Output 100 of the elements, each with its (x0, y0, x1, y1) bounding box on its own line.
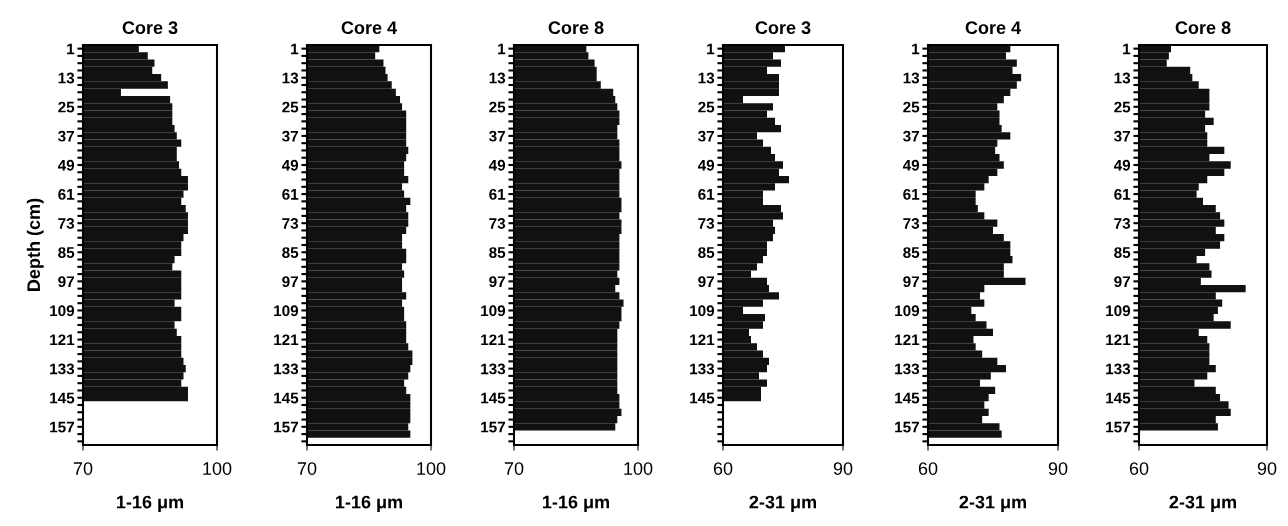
y-tick-label: 37 (1114, 130, 1130, 142)
y-tick-label: 145 (690, 392, 715, 404)
chart-title: Core 8 (1175, 21, 1231, 35)
y-tick-label: 133 (274, 363, 299, 375)
chart-title: Core 4 (965, 21, 1021, 35)
y-tick-label: 133 (481, 363, 506, 375)
y-tick-label: 121 (690, 334, 715, 346)
y-tick-label: 157 (1106, 421, 1130, 433)
y-tick-label: 25 (1114, 101, 1131, 113)
x-tick-label: 70 (504, 462, 524, 475)
y-tick-label: 73 (698, 218, 715, 229)
x-tick-label: 90 (1048, 462, 1068, 475)
y-tick-label: 133 (690, 363, 715, 375)
y-tick-label: 97 (903, 276, 919, 288)
y-tick-label: 109 (1106, 305, 1131, 317)
chart-title: Core 8 (548, 21, 604, 35)
y-tick-label: 61 (903, 188, 920, 200)
x-tick-label: 100 (417, 462, 446, 475)
y-tick-label: 73 (489, 218, 506, 229)
y-tick-label: 49 (1113, 159, 1131, 171)
y-tick-label: 25 (698, 101, 715, 113)
y-axis-title: Depth (cm) (26, 198, 44, 291)
y-tick-label: 13 (903, 72, 920, 84)
y-tick-label: 73 (282, 218, 299, 229)
y-tick-label: 97 (698, 276, 714, 288)
y-tick-label: 85 (282, 247, 299, 258)
y-tick-label: 109 (895, 305, 920, 317)
y-tick-label: 61 (489, 188, 506, 200)
y-tick-label: 145 (50, 392, 75, 404)
y-tick-label: 121 (481, 334, 506, 346)
y-tick-label: 73 (1114, 218, 1131, 229)
y-tick-label: 85 (903, 247, 920, 258)
y-tick-label: 61 (58, 188, 75, 200)
x-axis-title: 2-31 μm (749, 495, 817, 512)
y-tick-label: 121 (274, 334, 299, 346)
y-tick-label: 37 (903, 130, 919, 142)
y-tick-label: 49 (281, 159, 299, 171)
y-tick-label: 1 (67, 43, 75, 55)
y-tick-label: 133 (895, 363, 920, 375)
y-tick-label: 49 (488, 159, 506, 171)
y-tick-label: 157 (274, 421, 298, 433)
chart-title: Core 4 (341, 21, 397, 35)
y-tick-label: 145 (1106, 392, 1131, 404)
y-tick-label: 13 (282, 72, 299, 84)
y-tick-label: 145 (274, 392, 299, 404)
y-tick-label: 85 (698, 247, 715, 258)
y-tick-label: 73 (58, 218, 75, 229)
y-tick-label: 13 (1114, 72, 1131, 84)
y-tick-label: 1 (707, 43, 715, 55)
y-tick-label: 133 (50, 363, 75, 375)
y-tick-label: 37 (58, 130, 74, 142)
y-tick-label: 61 (282, 188, 299, 200)
x-tick-label: 100 (624, 462, 653, 475)
y-tick-label: 121 (1106, 334, 1131, 346)
y-tick-label: 97 (282, 276, 298, 288)
y-tick-label: 13 (58, 72, 75, 84)
x-tick-label: 90 (1257, 462, 1277, 475)
y-tick-label: 61 (698, 188, 715, 200)
x-tick-label: 60 (918, 462, 938, 475)
x-tick-label: 60 (1129, 462, 1149, 475)
x-axis-title: 1-16 μm (117, 495, 184, 512)
y-tick-label: 109 (690, 305, 715, 317)
y-tick-label: 49 (902, 159, 920, 171)
y-tick-label: 97 (58, 276, 74, 288)
y-tick-label: 157 (50, 421, 74, 433)
y-tick-label: 25 (58, 101, 75, 113)
x-axis-title: 2-31 μm (1169, 495, 1237, 512)
y-tick-label: 25 (489, 101, 506, 113)
y-tick-label: 97 (1114, 276, 1130, 288)
y-tick-label: 157 (481, 421, 505, 433)
y-tick-label: 121 (895, 334, 920, 346)
y-tick-label: 157 (895, 421, 919, 433)
x-tick-label: 60 (713, 462, 733, 475)
y-tick-label: 49 (57, 159, 75, 171)
x-tick-label: 70 (297, 462, 317, 475)
y-tick-label: 1 (912, 43, 920, 55)
x-tick-label: 90 (833, 462, 853, 475)
y-tick-label: 133 (1106, 363, 1131, 375)
y-tick-label: 1 (1123, 43, 1131, 55)
x-tick-label: 70 (73, 462, 93, 475)
chart-title: Core 3 (755, 21, 811, 35)
y-tick-label: 145 (481, 392, 506, 404)
x-axis-title: 1-16 μm (543, 495, 610, 512)
y-tick-label: 109 (481, 305, 506, 317)
y-tick-label: 13 (489, 72, 506, 84)
y-tick-label: 61 (1114, 188, 1131, 200)
y-tick-label: 97 (489, 276, 505, 288)
y-tick-label: 25 (903, 101, 920, 113)
y-tick-label: 49 (697, 159, 715, 171)
y-tick-label: 73 (903, 218, 920, 229)
x-axis-title: 2-31 μm (959, 495, 1027, 512)
y-tick-label: 85 (489, 247, 506, 258)
y-tick-label: 1 (291, 43, 299, 55)
y-tick-label: 109 (50, 305, 75, 317)
y-tick-label: 37 (282, 130, 298, 142)
x-axis-title: 1-16 μm (336, 495, 403, 512)
y-tick-label: 85 (1114, 247, 1131, 258)
y-tick-label: 25 (282, 101, 299, 113)
y-tick-label: 145 (895, 392, 920, 404)
x-tick-label: 100 (203, 462, 232, 475)
